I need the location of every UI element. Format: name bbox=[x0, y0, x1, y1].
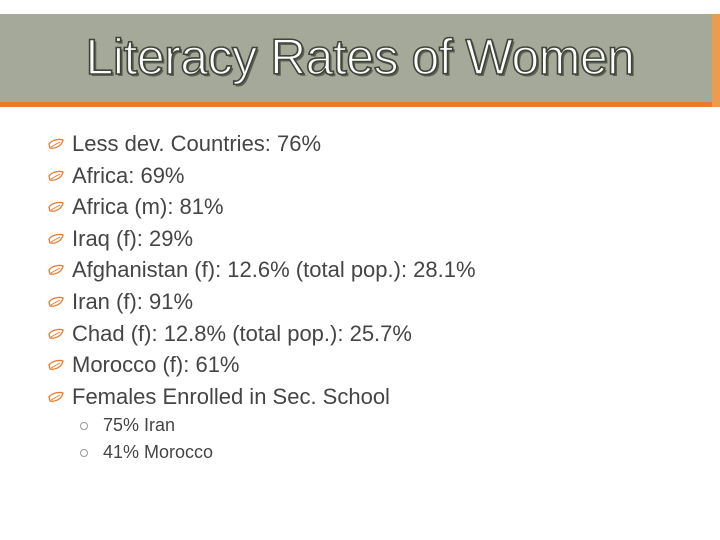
slide-title: Literacy Rates of Women bbox=[85, 28, 636, 86]
bullet-text: Chad (f): 12.8% (total pop.): 25.7% bbox=[72, 320, 412, 346]
leaf-bullet-icon bbox=[48, 233, 64, 244]
bullet-item: Iraq (f): 29% bbox=[0, 223, 700, 255]
leaf-bullet-icon bbox=[48, 170, 64, 181]
leaf-bullet-icon bbox=[48, 360, 64, 370]
leaf-bullet-icon bbox=[48, 296, 64, 307]
leaf-bullet-icon bbox=[48, 328, 64, 339]
sub-bullet-text: 75% Iran bbox=[103, 415, 176, 436]
bullet-text: Morocco (f): 61% bbox=[72, 352, 240, 378]
sub-bullet-item: 41% Morocco bbox=[0, 439, 700, 466]
bullet-text: Iran (f): 91% bbox=[72, 288, 194, 314]
bullet-item: Iran (f): 91% bbox=[0, 286, 700, 318]
bullet-item: Less dev. Countries: 76% bbox=[0, 128, 700, 160]
bullet-item: Morocco (f): 61% bbox=[0, 349, 700, 381]
bullet-item: Africa: 69% bbox=[0, 160, 700, 192]
circle-bullet-icon bbox=[80, 449, 88, 458]
bullet-text: Females Enrolled in Sec. School bbox=[72, 383, 390, 409]
bullet-item: Africa (m): 81% bbox=[0, 191, 700, 223]
leaf-bullet-icon bbox=[48, 138, 64, 149]
leaf-bullet-icon bbox=[48, 265, 64, 276]
sub-bullet-text: 41% Morocco bbox=[103, 442, 214, 463]
accent-line bbox=[0, 102, 720, 107]
bullet-item: Afghanistan (f): 12.6% (total pop.): 28.… bbox=[0, 254, 700, 286]
circle-bullet-icon bbox=[80, 422, 88, 431]
leaf-bullet-icon bbox=[48, 391, 64, 402]
bullet-text: Afghanistan (f): 12.6% (total pop.): 28.… bbox=[72, 257, 476, 283]
bullet-text: Less dev. Countries: 76% bbox=[72, 131, 322, 156]
accent-stripe bbox=[712, 14, 720, 107]
bullet-item: Chad (f): 12.8% (total pop.): 25.7% bbox=[0, 318, 700, 350]
bullet-text: Africa: 69% bbox=[72, 162, 185, 188]
title-bar bbox=[0, 14, 720, 102]
bullet-list: Less dev. Countries: 76% Africa: 69% Afr… bbox=[0, 128, 700, 466]
sub-bullet-list: 75% Iran 41% Morocco bbox=[0, 412, 700, 466]
bullet-item: Females Enrolled in Sec. School bbox=[0, 381, 700, 413]
sub-bullet-item: 75% Iran bbox=[0, 412, 700, 439]
bullet-text: Africa (m): 81% bbox=[72, 194, 224, 220]
leaf-bullet-icon bbox=[48, 202, 64, 212]
bullet-text: Iraq (f): 29% bbox=[72, 225, 194, 251]
